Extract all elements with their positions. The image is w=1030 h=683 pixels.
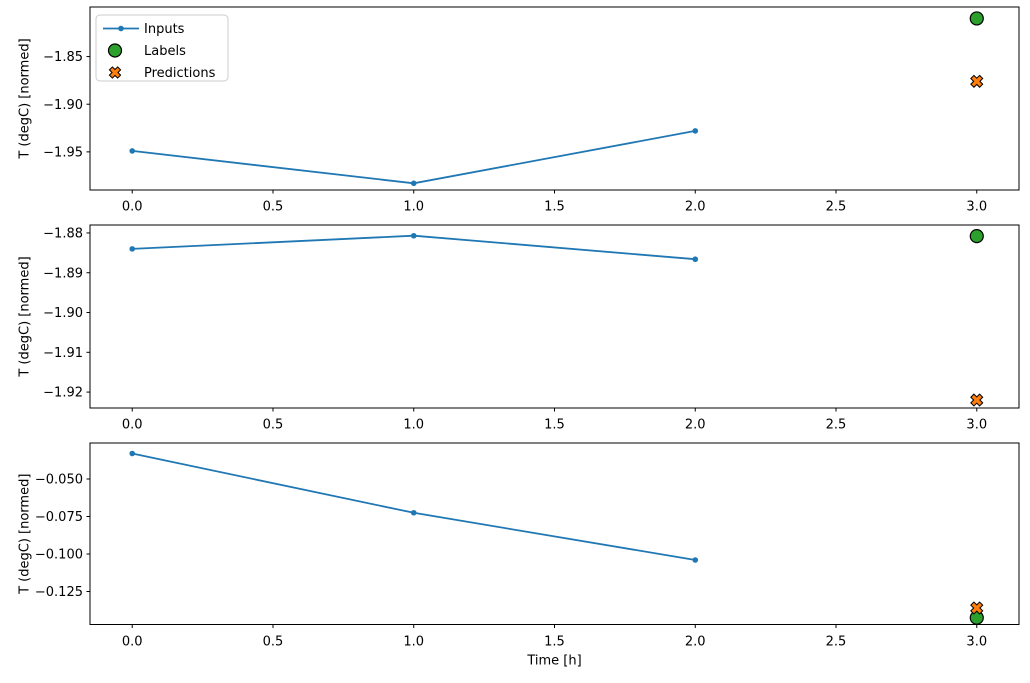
x-tick-label: 3.0 bbox=[966, 635, 987, 650]
y-tick-label: −1.88 bbox=[43, 227, 83, 242]
legend-x-icon bbox=[108, 66, 122, 79]
x-tick-label: 2.0 bbox=[685, 200, 706, 215]
x-tick-label: 2.5 bbox=[826, 418, 847, 433]
x-tick-label: 2.0 bbox=[685, 418, 706, 433]
x-tick-label: 0.0 bbox=[122, 635, 143, 650]
y-tick-label: −0.075 bbox=[35, 510, 83, 525]
x-tick-label: 1.0 bbox=[403, 635, 424, 650]
legend-box bbox=[95, 14, 229, 82]
y-axis-label: T (degC) [normed] bbox=[18, 256, 33, 377]
subplot-2: 0.0 0.5 1.0 1.5 2.0 2.5 3.0 −1.88 −1.89 −1.90 −1.9… bbox=[18, 224, 1020, 433]
labels-marker bbox=[969, 11, 984, 26]
inputs-point-marker bbox=[692, 256, 699, 263]
inputs-line bbox=[131, 452, 697, 561]
x-tick-label: 3.0 bbox=[966, 418, 987, 433]
legend-line-dot-icon bbox=[118, 25, 124, 32]
x-tick-label: 0.0 bbox=[122, 418, 143, 433]
inputs-point-marker bbox=[410, 180, 417, 187]
y-tick-label: −1.85 bbox=[43, 50, 83, 65]
labels-marker bbox=[969, 610, 984, 625]
x-tick-label: 0.0 bbox=[122, 200, 143, 215]
subplot-1: 0.0 0.5 1.0 1.5 2.0 2.5 3.0 −1.85 −1.90 −1.95 T (d… bbox=[18, 6, 1020, 215]
x-tick-label: 1.5 bbox=[544, 635, 565, 650]
y-tick-label: −0.100 bbox=[35, 548, 83, 563]
x-tick-label: 0.5 bbox=[263, 418, 284, 433]
inputs-point-marker bbox=[410, 509, 417, 516]
y-tick-label: −0.125 bbox=[35, 585, 83, 600]
y-tick-label: −1.90 bbox=[43, 306, 83, 321]
x-tick-label: 3.0 bbox=[966, 200, 987, 215]
x-tick-label: 0.5 bbox=[263, 635, 284, 650]
inputs-point-marker bbox=[692, 557, 699, 563]
x-tick-label: 2.5 bbox=[826, 200, 847, 215]
inputs-point-marker bbox=[410, 232, 417, 239]
y-axis-label: T (degC) [normed] bbox=[18, 474, 33, 595]
plot-frame bbox=[89, 442, 1020, 625]
x-tick-label: 1.5 bbox=[544, 418, 565, 433]
x-tick-label: 2.0 bbox=[685, 635, 706, 650]
y-tick-label: −1.95 bbox=[43, 145, 83, 160]
inputs-line bbox=[131, 130, 697, 185]
predictions-marker bbox=[970, 393, 984, 407]
inputs-line bbox=[131, 234, 697, 261]
legend-circle-icon bbox=[107, 43, 123, 58]
y-tick-label: −1.91 bbox=[43, 346, 83, 361]
x-axis-label: Time [h] bbox=[526, 654, 581, 669]
x-tick-label: 1.0 bbox=[403, 200, 424, 215]
x-tick-label: 1.0 bbox=[403, 418, 424, 433]
legend-item-label: Inputs bbox=[144, 22, 185, 37]
inputs-point-marker bbox=[129, 246, 136, 252]
inputs-point-marker bbox=[129, 148, 136, 154]
x-tick-label: 2.5 bbox=[826, 635, 847, 650]
predictions-marker bbox=[970, 74, 984, 88]
y-tick-label: −1.89 bbox=[43, 266, 83, 281]
y-axis-label: T (degC) [normed] bbox=[18, 38, 33, 159]
y-tick-label: −1.92 bbox=[43, 386, 83, 401]
y-tick-label: −1.90 bbox=[43, 98, 83, 113]
inputs-point-marker bbox=[692, 128, 699, 134]
predictions-marker bbox=[970, 601, 984, 615]
x-tick-label: 0.5 bbox=[263, 200, 284, 215]
labels-marker bbox=[969, 229, 984, 244]
subplot-3: 0.0 0.5 1.0 1.5 2.0 2.5 3.0 −0.050 −0.075 −0.100 −… bbox=[18, 442, 1020, 669]
legend-item-label: Predictions bbox=[144, 66, 216, 81]
legend-item-label: Labels bbox=[144, 44, 186, 59]
y-tick-label: −0.050 bbox=[35, 473, 83, 488]
plot-frame bbox=[89, 224, 1020, 409]
legend: Inputs Labels Predictions bbox=[95, 14, 229, 82]
inputs-point-marker bbox=[129, 450, 136, 457]
x-tick-label: 1.5 bbox=[544, 200, 565, 215]
